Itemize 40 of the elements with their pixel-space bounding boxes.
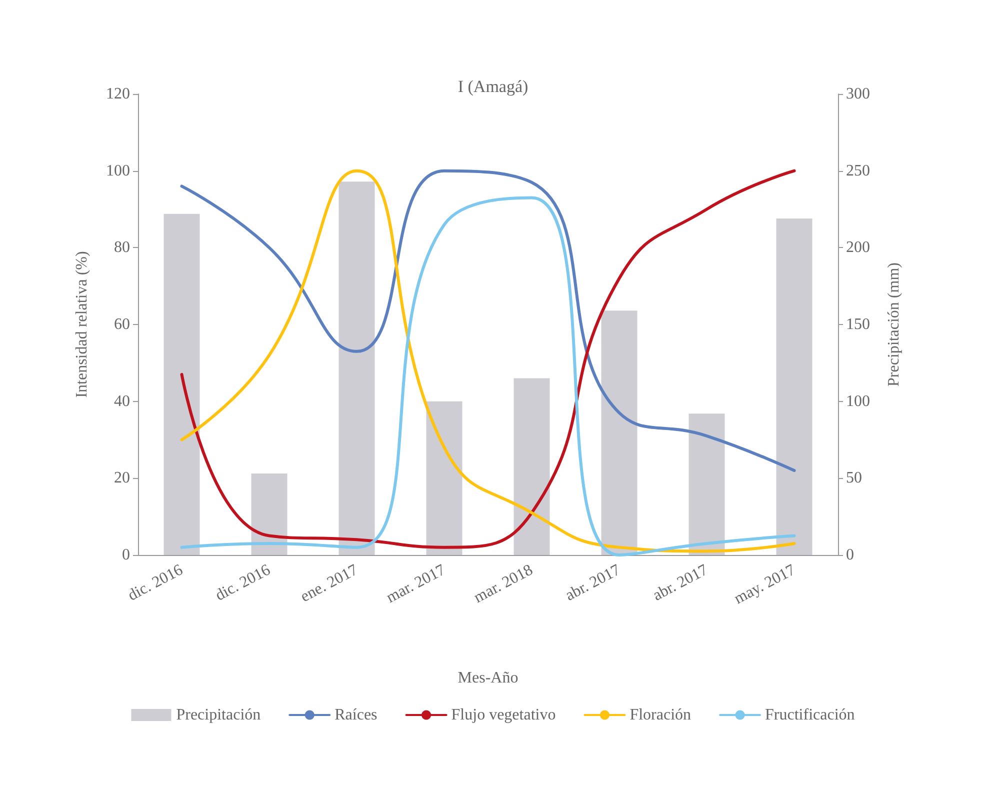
y2-tick-label: 150 xyxy=(846,316,870,333)
y2-tick-label: 50 xyxy=(846,470,862,487)
y2-tick-label: 300 xyxy=(846,86,870,102)
y-tick-label: 20 xyxy=(114,470,130,487)
y2-tick-label: 250 xyxy=(846,162,870,180)
bar xyxy=(688,414,725,555)
x-tick-label: dic. 2016 xyxy=(212,561,274,604)
y2-tick-label: 100 xyxy=(846,392,870,410)
y-tick-label: 80 xyxy=(114,239,130,256)
bar xyxy=(514,378,550,555)
x-tick-label: abr. 2017 xyxy=(562,561,624,604)
y2-axis-title: Precipitación (mm) xyxy=(886,262,902,386)
y-tick-label: 60 xyxy=(114,316,130,333)
legend-label: Fructificación xyxy=(765,706,855,724)
line-series xyxy=(180,169,796,472)
chart-title: I (Amagá) xyxy=(458,77,528,96)
legend-label: Flujo vegetativo xyxy=(451,706,556,724)
y2-tick-label: 200 xyxy=(846,239,870,256)
legend-label: Precipitación xyxy=(176,706,261,724)
bar xyxy=(776,218,812,555)
y-tick-label: 40 xyxy=(114,392,130,410)
x-tick-label: mar. 2018 xyxy=(471,561,536,606)
x-tick-label: ene. 2017 xyxy=(298,561,361,606)
x-tick-label: dic. 2016 xyxy=(125,561,186,604)
x-tick-label: mar. 2017 xyxy=(384,561,448,606)
bar xyxy=(601,310,638,555)
bar xyxy=(426,401,462,555)
y-tick-label: 120 xyxy=(106,86,130,102)
bar xyxy=(164,214,200,555)
legend-label: Raíces xyxy=(334,706,378,724)
x-tick-label: abr. 2017 xyxy=(650,561,711,604)
legend-label: Floración xyxy=(630,706,692,724)
x-axis-title: Mes-Año xyxy=(458,670,518,686)
y-tick-label: 0 xyxy=(122,546,130,564)
bar xyxy=(251,474,288,555)
y-tick-label: 100 xyxy=(106,162,130,180)
x-tick-label: may. 2017 xyxy=(732,561,798,608)
y2-tick-label: 0 xyxy=(846,546,854,564)
y-axis-title: Intensidad relativa (%) xyxy=(74,251,90,398)
bar xyxy=(338,182,375,555)
